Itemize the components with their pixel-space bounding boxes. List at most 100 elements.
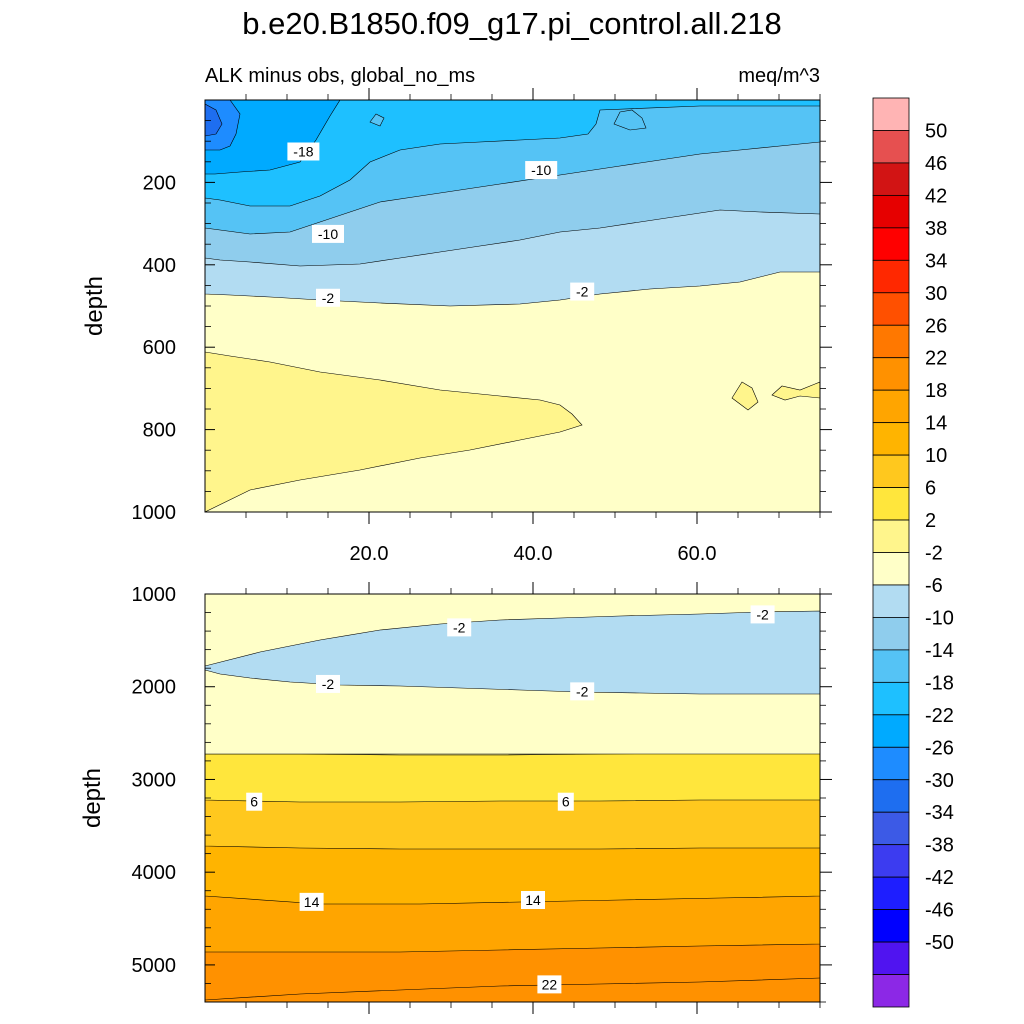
line-22 <box>205 977 820 1001</box>
colorbar-swatch <box>872 292 910 326</box>
colorbar-label: -34 <box>925 802 954 824</box>
contour-label: -18 <box>293 144 313 160</box>
colorbar-label: -18 <box>925 672 954 694</box>
colorbar-swatch <box>872 130 910 164</box>
colorbar-label: -22 <box>925 705 954 727</box>
band-upper-2-6-island <box>731 381 759 411</box>
band-lower-neg6-neg2 <box>205 610 820 695</box>
colorbar-swatch <box>872 941 910 975</box>
upper-y-tick-label: 200 <box>143 172 176 194</box>
colorbar-label: -46 <box>925 900 954 922</box>
colorbar-swatch <box>872 389 910 424</box>
colorbar-label: -30 <box>925 770 954 792</box>
colorbar-swatch <box>872 649 910 683</box>
lower-y-tick-label: 5000 <box>132 955 177 977</box>
band-upper-neg18-neg14 <box>205 100 820 207</box>
colorbar-swatch <box>872 584 910 618</box>
lower-y-axis-label: depth <box>79 768 106 828</box>
colorbar-label: -42 <box>925 867 954 889</box>
contour-label: 6 <box>250 794 258 810</box>
upper-panel: -18 -10 -10 -2 -2 200 400 600 800 1000 20.0 40.0 6… <box>81 88 832 565</box>
colorbar-swatch <box>872 974 910 1008</box>
subtitle-right: meq/m^3 <box>738 65 820 87</box>
colorbar-swatch <box>872 97 910 131</box>
contour-label: 14 <box>525 892 541 908</box>
upper-y-tick-label: 800 <box>143 420 176 442</box>
contour-label-box <box>246 792 263 811</box>
contour-label-box <box>537 975 562 994</box>
upper-x-tick-label: 40.0 <box>514 543 553 565</box>
colorbar-label: 38 <box>925 218 947 240</box>
contour-label-box <box>299 892 324 911</box>
colorbar-label: -26 <box>925 737 954 759</box>
colorbar-label: -50 <box>925 932 954 954</box>
colorbar-swatch <box>872 681 910 716</box>
colorbar-swatch <box>872 552 910 586</box>
upper-y-tick-label: 1000 <box>132 502 177 524</box>
lower-y-axis: 1000 2000 3000 4000 5000 <box>132 584 832 1003</box>
contour-label: 6 <box>562 794 570 810</box>
colorbar-label: -10 <box>925 607 954 629</box>
colorbar-swatch <box>872 714 910 748</box>
colorbar-swatch <box>872 617 910 651</box>
contour-label-box <box>557 792 574 811</box>
colorbar-label: 10 <box>925 445 947 467</box>
colorbar-label: -6 <box>925 575 943 597</box>
upper-x-axis: 20.0 40.0 60.0 <box>245 88 821 565</box>
band-upper-lt-neg30 <box>205 103 223 137</box>
colorbar-label: 34 <box>925 250 947 272</box>
colorbar-swatch <box>872 876 910 911</box>
colorbar-label: 22 <box>925 348 947 370</box>
band-upper-neg14-island <box>613 109 647 131</box>
upper-contour-labels: -18 -10 -10 -2 -2 <box>287 142 595 307</box>
contour-label: 22 <box>542 976 558 992</box>
colorbar-swatch <box>872 259 910 294</box>
band-upper-2-6-island <box>771 381 820 401</box>
colorbar-swatch <box>872 746 910 781</box>
contour-label-box <box>287 142 320 161</box>
lower-y-tick-label: 2000 <box>132 677 177 699</box>
lower-contour-labels: -2 -2 -2 -2 6 6 14 14 22 <box>246 605 775 994</box>
contour-label: 14 <box>304 894 320 910</box>
contour-label-box <box>312 224 344 243</box>
band-upper-small-island <box>369 113 385 127</box>
colorbar-swatch <box>872 194 910 229</box>
colorbar: 50 46 42 38 34 30 26 22 18 14 10 6 2 -2 -6 -10 -14 -18 -22… <box>872 97 954 1008</box>
colorbar-label: -2 <box>925 543 943 565</box>
contour-label-box <box>316 288 340 307</box>
contour-label: -2 <box>756 606 769 622</box>
lower-x-axis <box>245 582 821 1014</box>
subtitle-left: ALK minus obs, global_no_ms <box>205 65 475 87</box>
upper-y-axis: 200 400 600 800 1000 <box>132 120 832 524</box>
contour-label: -10 <box>531 162 551 178</box>
colorbar-label: 2 <box>925 510 936 532</box>
colorbar-swatch <box>872 844 910 878</box>
colorbar-label: 6 <box>925 478 936 500</box>
contour-label-box <box>521 891 545 909</box>
upper-y-tick-label: 400 <box>143 255 176 277</box>
colorbar-label: 42 <box>925 185 947 207</box>
colorbar-label: -38 <box>925 835 954 857</box>
colorbar-swatch <box>872 779 910 813</box>
contour-label-box <box>570 682 595 701</box>
contour-label-box <box>570 282 595 301</box>
colorbar-swatch <box>872 227 910 261</box>
colorbar-label: 14 <box>925 413 947 435</box>
contour-label: -2 <box>576 284 589 300</box>
colorbar-swatch <box>872 454 910 488</box>
upper-x-tick-label: 60.0 <box>678 543 717 565</box>
lower-y-tick-label: 3000 <box>132 769 177 791</box>
upper-y-tick-label: 600 <box>143 337 176 359</box>
colorbar-swatch <box>872 162 910 196</box>
colorbar-swatch <box>872 357 910 391</box>
colorbar-label: 46 <box>925 153 947 175</box>
contour-label-box <box>447 618 472 637</box>
lower-y-tick-label: 1000 <box>132 584 177 606</box>
contour-label-box <box>525 161 558 180</box>
colorbar-swatch <box>872 422 910 456</box>
band-upper-2-6 <box>205 351 583 512</box>
contour-label: -2 <box>576 683 589 699</box>
colorbar-swatch <box>872 324 910 359</box>
chart-title: b.e20.B1850.f09_g17.pi_control.all.218 <box>242 6 782 41</box>
